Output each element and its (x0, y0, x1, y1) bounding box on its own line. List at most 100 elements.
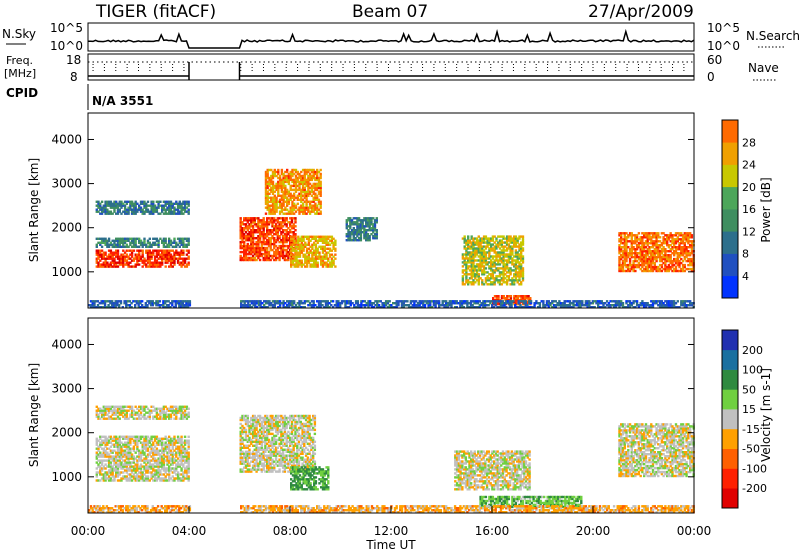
heatmap-cell (491, 283, 495, 286)
heatmap-cell (509, 257, 512, 260)
heatmap-cell (275, 210, 278, 213)
heatmap-cell (644, 265, 648, 269)
heatmap-cell (630, 244, 633, 247)
heatmap-cell (146, 253, 150, 256)
heatmap-cell (311, 243, 314, 246)
heatmap-cell (591, 306, 595, 309)
heatmap-cell (155, 237, 159, 240)
heatmap-cell (301, 306, 305, 309)
heatmap-cell (360, 306, 363, 309)
heatmap-cell (266, 170, 269, 174)
heatmap-cell (521, 241, 525, 244)
heatmap-cell (175, 251, 178, 254)
heatmap-cell (298, 245, 302, 248)
heatmap-cell (479, 249, 482, 252)
heatmap-cell (525, 297, 528, 300)
heatmap-cell (162, 241, 166, 244)
heatmap-cell (300, 196, 303, 199)
heatmap-cell (504, 269, 507, 272)
heatmap-cell (384, 300, 388, 303)
heatmap-cell (488, 255, 491, 258)
heatmap-cell (176, 257, 180, 260)
heatmap-cell (383, 304, 386, 307)
heatmap-cell (280, 240, 283, 244)
heatmap-cell (113, 243, 116, 246)
heatmap-cell (161, 239, 164, 242)
heatmap-cell (115, 202, 118, 205)
heatmap-cell (129, 257, 132, 260)
heatmap-cell (141, 202, 144, 205)
heatmap-cell (639, 304, 642, 307)
heatmap-cell (183, 265, 187, 268)
heatmap-cell (513, 239, 516, 242)
heatmap-cell (438, 302, 441, 305)
heatmap-cell (517, 306, 520, 309)
heatmap-cell (472, 271, 475, 274)
heatmap-cell (639, 267, 642, 271)
heatmap-cell (97, 263, 100, 266)
heatmap-cell (499, 300, 503, 303)
heatmap-cell (291, 249, 295, 252)
heatmap-cell (521, 300, 524, 303)
heatmap-cell (477, 241, 480, 244)
heatmap-cell (122, 204, 125, 207)
heatmap-cell (113, 257, 116, 260)
heatmap-cell (681, 302, 685, 305)
heatmap-cell (109, 206, 113, 209)
heatmap-cell (618, 250, 621, 253)
heatmap-cell (498, 241, 502, 244)
heatmap-cell (165, 300, 169, 303)
heatmap-cell (287, 178, 291, 182)
heatmap-cell (516, 261, 519, 264)
heatmap-cell (641, 236, 644, 239)
heatmap-cell (258, 258, 262, 262)
heatmap-cell (467, 253, 470, 256)
heatmap-cell (313, 237, 316, 240)
heatmap-cell (507, 269, 511, 272)
heatmap-cell (129, 200, 132, 203)
heatmap-cell (635, 255, 639, 259)
heatmap-cell (155, 200, 159, 203)
heatmap-cell (350, 239, 354, 242)
heatmap-cell (289, 210, 292, 213)
heatmap-cell (144, 302, 147, 305)
heatmap-cell (301, 188, 305, 192)
heatmap-cell (544, 304, 547, 307)
heatmap-cell (271, 235, 274, 238)
heatmap-cell (621, 302, 625, 305)
heatmap-cell (529, 302, 533, 305)
heatmap-cell (111, 304, 114, 307)
heatmap-cell (293, 212, 296, 215)
heatmap-cell (176, 202, 180, 205)
heatmap-cell (522, 302, 526, 305)
heatmap-cell (120, 239, 123, 242)
heatmap-cell (155, 249, 159, 252)
heatmap-cell (164, 241, 167, 244)
heatmap-cell (241, 250, 244, 254)
heatmap-cell (281, 242, 285, 246)
heatmap-cell (285, 244, 288, 248)
nsky-tick-high: 10^5 (50, 21, 83, 35)
heatmap-cell (488, 283, 491, 286)
heatmap-cell (545, 304, 549, 307)
heatmap-cell (175, 245, 178, 248)
heatmap-cell (278, 252, 281, 256)
heatmap-cell (155, 263, 159, 266)
heatmap-cell (273, 172, 276, 176)
heatmap-cell (388, 300, 391, 303)
heatmap-cell (630, 248, 633, 251)
heatmap-cell (381, 306, 384, 309)
heatmap-cell (513, 263, 516, 266)
heatmap-cell (469, 304, 473, 307)
heatmap-cell (283, 256, 287, 260)
heatmap-cell (516, 267, 519, 270)
heatmap-cell (251, 229, 255, 232)
heatmap-cell (627, 263, 630, 267)
heatmap-cell (641, 242, 644, 245)
heatmap-cell (639, 252, 642, 255)
heatmap-cell (180, 249, 183, 252)
heatmap-cell (345, 235, 348, 238)
heatmap-cell (300, 306, 303, 309)
heatmap-cell (317, 202, 321, 205)
